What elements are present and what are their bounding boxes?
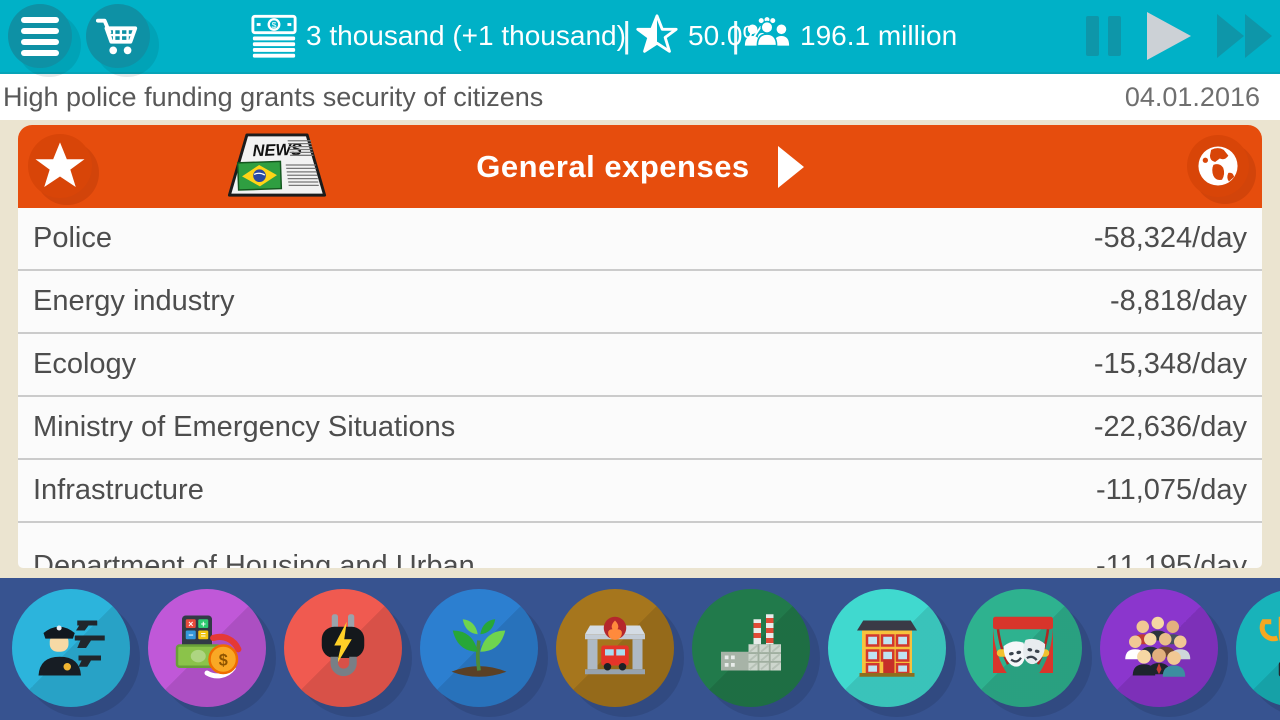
money-stat[interactable]: $ 3 thousand (+1 thousand) xyxy=(250,0,626,72)
row-value: -22,636/day xyxy=(1093,411,1247,443)
culture-icon xyxy=(993,616,1053,673)
svg-text:=: = xyxy=(201,630,206,640)
pause-icon xyxy=(1086,16,1099,56)
population-value: 196.1 million xyxy=(800,20,958,51)
shop-button[interactable] xyxy=(86,4,150,68)
panel-title: General expenses xyxy=(476,148,750,184)
row-value: -15,348/day xyxy=(1093,348,1247,380)
police-button[interactable] xyxy=(12,589,130,707)
world-button[interactable] xyxy=(1187,135,1249,197)
ecology-button[interactable] xyxy=(420,589,538,707)
svg-text:NEWS: NEWS xyxy=(252,141,302,161)
row-value: -8,818/day xyxy=(1109,285,1247,317)
row-label: Ministry of Emergency Situations xyxy=(33,411,456,443)
row-label: Infrastructure xyxy=(33,474,204,506)
fast-forward-button[interactable] xyxy=(1217,14,1272,58)
favorites-button[interactable] xyxy=(28,134,92,198)
svg-text:$: $ xyxy=(219,652,228,670)
svg-text:×: × xyxy=(188,619,193,629)
svg-text:$: $ xyxy=(272,19,277,29)
housing-icon xyxy=(857,620,917,677)
housing-button[interactable] xyxy=(828,589,946,707)
fire-station-button[interactable] xyxy=(556,589,674,707)
newspaper-icon: NEWS xyxy=(227,133,327,197)
chevron-right-icon[interactable] xyxy=(777,145,804,188)
energy-button[interactable] xyxy=(284,589,402,707)
stat-separator: | xyxy=(622,14,632,55)
society-button[interactable] xyxy=(1100,589,1218,707)
svg-text:−: − xyxy=(188,630,193,640)
expenses-panel: NEWS General expenses xyxy=(18,125,1262,568)
population-icon xyxy=(744,17,790,47)
energy-icon xyxy=(321,614,365,677)
culture-button[interactable] xyxy=(964,589,1082,707)
top-bar: $ 3 thousand (+1 thousand) | 50 xyxy=(0,0,1280,74)
society-icon xyxy=(1125,616,1191,677)
star-icon xyxy=(35,142,85,187)
budget-button[interactable]: × + − = $ xyxy=(148,589,266,707)
news-ticker: High police funding grants security of c… xyxy=(0,74,1280,120)
globe-icon xyxy=(1198,146,1238,186)
row-label: Police xyxy=(33,222,112,254)
play-button[interactable] xyxy=(1147,12,1191,60)
police-icon xyxy=(38,620,105,676)
budget-icon: × +− = $ xyxy=(175,615,242,679)
trophy-icon xyxy=(1259,616,1280,677)
table-row[interactable]: Police -58,324/day xyxy=(18,208,1262,269)
pause-button[interactable] xyxy=(1086,16,1121,56)
industry-button[interactable] xyxy=(692,589,810,707)
expense-table: Police -58,324/day Energy industry -8,81… xyxy=(18,208,1262,568)
row-value: -11,195/day xyxy=(1095,550,1247,568)
stat-separator: | xyxy=(731,14,741,55)
table-row[interactable]: Energy industry -8,818/day xyxy=(18,269,1262,332)
menu-button[interactable] xyxy=(8,4,72,68)
rating-stat[interactable]: 50.0% xyxy=(634,0,767,72)
population-stat[interactable]: 196.1 million xyxy=(742,0,957,72)
table-row[interactable]: Ecology -15,348/day xyxy=(18,332,1262,395)
row-value: -58,324/day xyxy=(1093,222,1247,254)
panel-header: NEWS General expenses xyxy=(18,125,1262,208)
svg-text:+: + xyxy=(201,619,206,629)
table-row[interactable]: Infrastructure -11,075/day xyxy=(18,458,1262,521)
fire-station-icon xyxy=(585,616,645,675)
ticker-message: High police funding grants security of c… xyxy=(3,81,544,112)
row-label: Energy industry xyxy=(33,285,235,317)
table-row[interactable]: Ministry of Emergency Situations -22,636… xyxy=(18,395,1262,458)
row-label: Department of Housing and Urban xyxy=(33,550,475,568)
star-half-icon xyxy=(636,14,678,53)
fast-forward-icon xyxy=(1217,14,1244,58)
speed-controls xyxy=(1086,0,1272,72)
money-value: 3 thousand (+1 thousand) xyxy=(306,20,626,51)
row-label: Ecology xyxy=(33,348,137,380)
achievements-button[interactable] xyxy=(1236,589,1280,707)
cart-icon xyxy=(95,18,138,55)
table-row[interactable]: Department of Housing and Urban -11,195/… xyxy=(18,521,1262,568)
ecology-icon xyxy=(451,619,507,677)
money-stack-icon: $ xyxy=(251,14,297,58)
current-date: 04.01.2016 xyxy=(1124,81,1260,112)
news-button[interactable]: NEWS xyxy=(221,132,333,205)
bottom-icon-bar: × + − = $ xyxy=(0,578,1280,720)
row-value: -11,075/day xyxy=(1095,474,1247,506)
hamburger-icon xyxy=(21,16,59,56)
industry-icon xyxy=(721,614,781,671)
